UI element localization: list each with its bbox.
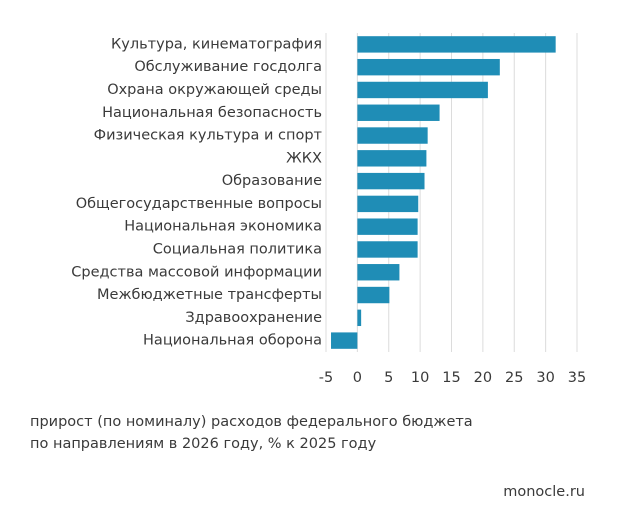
x-tick-label: 10 [411, 370, 429, 386]
y-tick-label: Национальная оборона [143, 333, 322, 349]
bar [357, 218, 418, 235]
x-tick-label: -5 [319, 370, 333, 386]
x-tick-label: 20 [474, 370, 492, 386]
y-tick-label: Культура, кинематография [111, 36, 322, 52]
bar [357, 81, 488, 99]
bar [357, 172, 425, 190]
source: monocle.ru [503, 484, 585, 500]
bar [357, 241, 418, 258]
bar [331, 332, 358, 349]
y-tick-label: Национальная экономика [124, 219, 322, 235]
x-tick-label: 35 [568, 370, 586, 386]
bar [357, 150, 427, 167]
x-tick-label: 30 [536, 370, 554, 386]
y-tick-label: Физическая культура и спорт [94, 128, 323, 144]
y-tick-label: Общегосударственные вопросы [76, 196, 322, 212]
y-tick-label: Обслуживание госдолга [134, 59, 322, 75]
x-tick-label: 15 [442, 370, 460, 386]
y-tick-label: Межбюджетные трансферты [97, 287, 322, 303]
caption-line: прирост (по номиналу) расходов федеральн… [30, 414, 473, 430]
bar [357, 286, 390, 304]
y-tick-label: ЖКХ [286, 150, 322, 166]
bar [357, 309, 362, 327]
caption-line: по направлениям в 2026 году, % к 2025 го… [30, 436, 377, 452]
bar [357, 36, 556, 53]
y-tick-label: Образование [222, 173, 322, 189]
y-tick-label: Социальная политика [153, 241, 322, 257]
y-tick-label: Национальная безопасность [102, 105, 322, 121]
bar [357, 104, 440, 121]
bar [357, 195, 419, 213]
y-tick-label: Охрана окружающей среды [107, 82, 322, 98]
bar [357, 58, 500, 76]
y-tick-label: Средства массовой информации [71, 264, 322, 280]
bar [357, 127, 428, 144]
x-tick-label: 25 [505, 370, 523, 386]
bar [357, 264, 400, 281]
x-tick-label: 0 [353, 370, 362, 386]
y-tick-label: Здравоохранение [185, 310, 322, 326]
x-tick-label: 5 [384, 370, 393, 386]
